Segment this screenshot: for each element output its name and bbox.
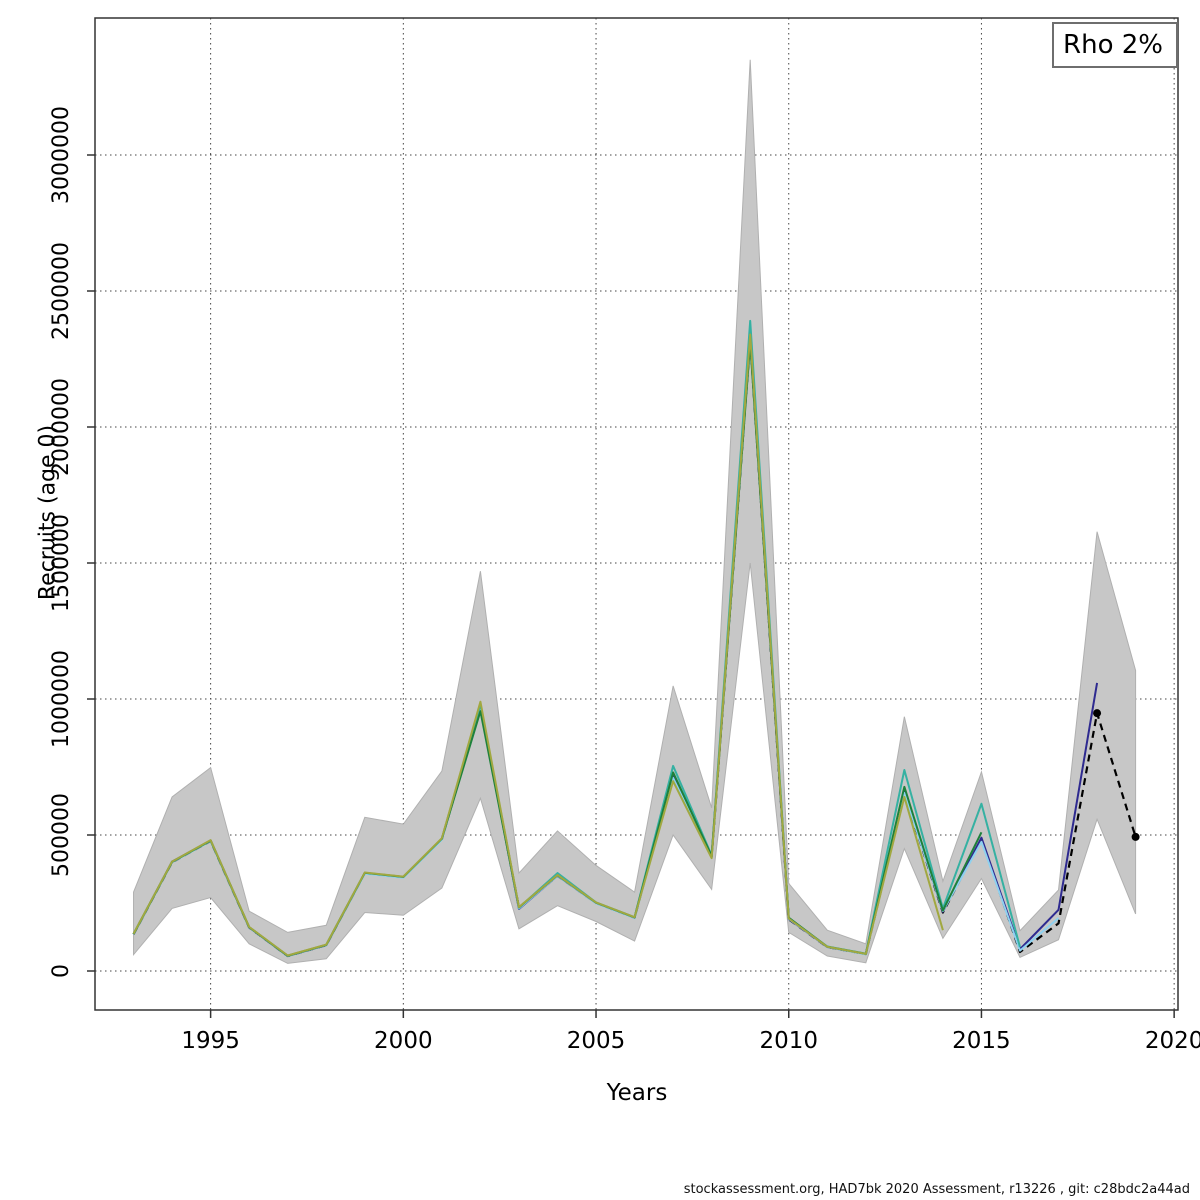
- x-tick-label-2010: 2010: [759, 1028, 818, 1054]
- legend-label: Rho 2%: [1063, 30, 1163, 60]
- y-tick-label-3000000: 3000000: [49, 106, 74, 204]
- legend-box: Rho 2%: [1052, 22, 1178, 68]
- footer-credit: stockassessment.org, HAD7bk 2020 Assessm…: [683, 1182, 1190, 1197]
- y-tick-label-0: 0: [49, 964, 74, 978]
- x-tick-label-1995: 1995: [181, 1028, 240, 1054]
- x-tick-label-2005: 2005: [567, 1028, 626, 1054]
- y-tick-label-1500000: 1500000: [49, 514, 74, 612]
- confidence-band: [133, 59, 1137, 964]
- y-tick-label-500000: 500000: [49, 793, 74, 877]
- y-axis-title: Recruits (age 0): [35, 424, 61, 601]
- series-line-peel-2014: [132, 333, 944, 957]
- marker-base-2019-2018: [1093, 709, 1102, 718]
- y-tick-label-1000000: 1000000: [49, 650, 74, 748]
- marker-base-2019-2019: [1131, 832, 1140, 841]
- x-tick-label-2000: 2000: [374, 1028, 433, 1054]
- x-tick-label-2020: 2020: [1145, 1028, 1200, 1054]
- y-tick-label-2500000: 2500000: [49, 242, 74, 340]
- plot-border: [94, 17, 1179, 1011]
- x-tick-label-2015: 2015: [952, 1028, 1011, 1054]
- y-tick-label-2000000: 2000000: [49, 378, 74, 476]
- x-axis-title: Years: [606, 1080, 668, 1106]
